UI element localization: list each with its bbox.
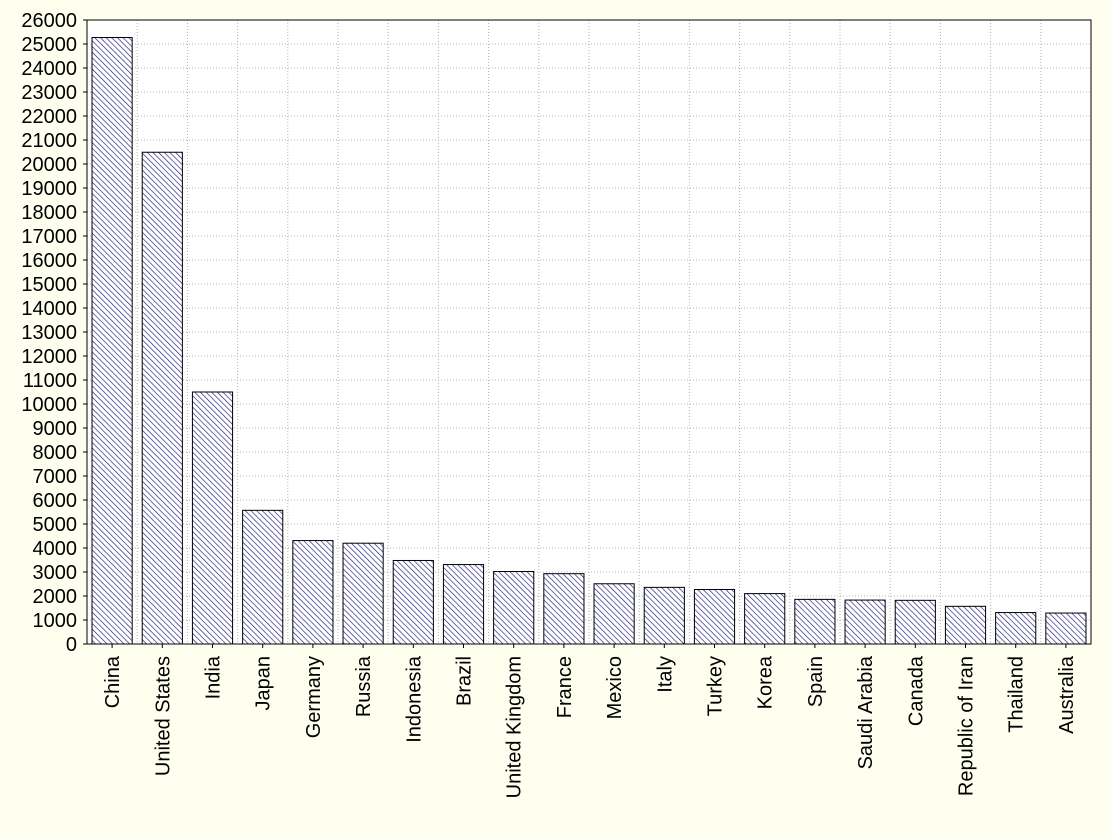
y-tick-label: 2000 bbox=[33, 586, 78, 608]
y-tick-label: 10000 bbox=[21, 394, 77, 416]
bars bbox=[91, 37, 1087, 645]
y-tick-label: 20000 bbox=[21, 154, 77, 176]
y-tick-label: 19000 bbox=[21, 178, 77, 200]
y-axis-ticks: 0100020003000400050006000700080009000100… bbox=[21, 10, 87, 656]
bar-saudi-arabia bbox=[844, 599, 886, 645]
bar-japan bbox=[242, 509, 284, 645]
y-tick-label: 15000 bbox=[21, 274, 77, 296]
x-tick-label: Australia bbox=[1056, 655, 1078, 734]
x-tick-label: Saudi Arabia bbox=[855, 655, 877, 769]
bar-united-kingdom bbox=[493, 571, 535, 645]
bar-canada bbox=[894, 599, 936, 645]
bar-russia bbox=[342, 542, 384, 645]
y-tick-label: 17000 bbox=[21, 226, 77, 248]
y-tick-label: 14000 bbox=[21, 298, 77, 320]
y-tick-label: 8000 bbox=[33, 442, 78, 464]
y-tick-label: 16000 bbox=[21, 250, 77, 272]
y-tick-label: 5000 bbox=[33, 514, 78, 536]
x-tick-label: Brazil bbox=[454, 656, 476, 706]
x-tick-label: Italy bbox=[654, 656, 676, 693]
bar-united-states bbox=[141, 151, 183, 645]
bar-thailand bbox=[995, 612, 1037, 645]
bar-australia bbox=[1045, 612, 1087, 645]
x-axis-ticks: China United States India Japan Germany Russi… bbox=[102, 644, 1078, 798]
bar-turkey bbox=[693, 589, 736, 645]
x-tick-label: United States bbox=[152, 656, 174, 776]
bar-indonesia bbox=[392, 559, 434, 645]
bar-mexico bbox=[593, 583, 635, 645]
y-tick-label: 18000 bbox=[21, 202, 77, 224]
y-tick-label: 1000 bbox=[33, 610, 78, 632]
y-tick-label: 11000 bbox=[23, 370, 77, 392]
bar-germany bbox=[292, 540, 334, 645]
x-tick-label: Germany bbox=[303, 656, 325, 738]
y-tick-label: 22000 bbox=[21, 106, 77, 128]
bar-republic-of-iran bbox=[944, 605, 987, 645]
x-tick-label: Turkey bbox=[705, 656, 727, 716]
bar-china bbox=[91, 37, 133, 645]
x-tick-label: Indonesia bbox=[403, 655, 425, 743]
x-tick-label: Thailand bbox=[1006, 656, 1028, 733]
y-tick-label: 23000 bbox=[21, 82, 77, 104]
y-tick-label: 9000 bbox=[33, 418, 78, 440]
bar-france bbox=[543, 573, 585, 645]
grid-lines bbox=[87, 20, 1091, 644]
bar-brazil bbox=[442, 564, 485, 645]
y-tick-label: 6000 bbox=[33, 490, 78, 512]
x-tick-label: Mexico bbox=[604, 656, 626, 719]
y-tick-label: 12000 bbox=[21, 346, 77, 368]
x-tick-label: Korea bbox=[755, 655, 777, 709]
x-tick-label: Canada bbox=[905, 655, 927, 726]
y-tick-label: 24000 bbox=[21, 58, 77, 80]
y-tick-label: 0 bbox=[66, 634, 77, 656]
x-tick-label: China bbox=[102, 655, 124, 708]
y-tick-label: 13000 bbox=[21, 322, 77, 344]
bar-korea bbox=[744, 593, 786, 645]
bar-italy bbox=[643, 586, 685, 645]
x-tick-label: United Kingdom bbox=[504, 656, 526, 798]
x-tick-label: France bbox=[554, 656, 576, 718]
y-tick-label: 4000 bbox=[33, 538, 78, 560]
y-tick-label: 26000 bbox=[21, 10, 77, 32]
x-tick-label: Japan bbox=[253, 656, 275, 711]
y-tick-label: 3000 bbox=[33, 562, 78, 584]
y-tick-label: 25000 bbox=[21, 34, 77, 56]
x-tick-label: India bbox=[203, 655, 225, 699]
x-tick-label: Republic of Iran bbox=[956, 656, 978, 796]
x-tick-label: Spain bbox=[805, 656, 827, 707]
y-tick-label: 21000 bbox=[21, 130, 77, 152]
x-tick-label: Russia bbox=[353, 655, 375, 717]
bar-india bbox=[191, 391, 234, 645]
bar-spain bbox=[794, 598, 836, 645]
y-tick-label: 7000 bbox=[33, 466, 78, 488]
